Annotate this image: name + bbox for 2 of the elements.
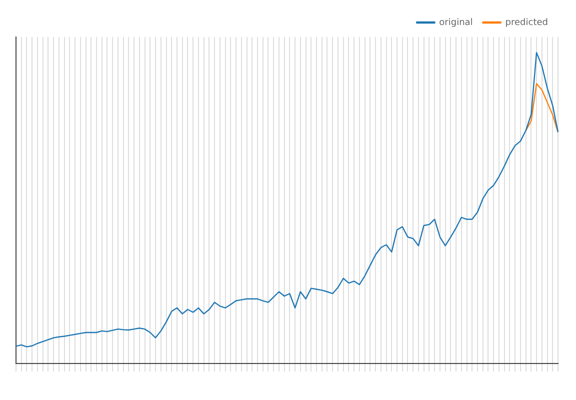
legend-label: original (439, 18, 473, 28)
legend-label: predicted (505, 18, 548, 28)
